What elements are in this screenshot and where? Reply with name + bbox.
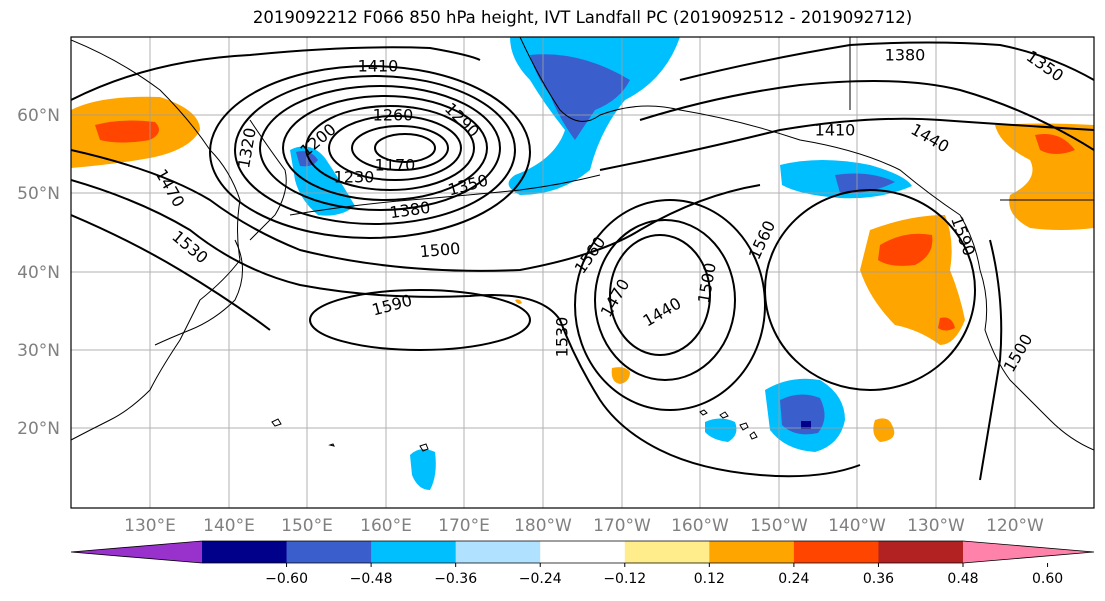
pacific-islands [271,418,429,452]
colorbar-segment [793,541,879,563]
colorbar-tick-label: 0.24 [778,571,809,587]
latitude-label: 60°N [17,106,60,126]
colorbar-tick-label: −0.48 [350,571,393,587]
contour-line [764,189,976,391]
longitude-axis: 130°E 140°E 150°E 160°E 170°E 180°W 170°… [124,516,1044,536]
colorbar-max-extension [963,541,1094,563]
longitude-label: 130°E [124,516,176,536]
latitude-label: 20°N [17,419,60,439]
contour-line [71,149,761,272]
colorbar-segment [455,541,541,563]
map-frame [70,36,1095,509]
contour-line [351,125,449,171]
height-contours [71,41,1094,481]
map-gridlines [71,37,1094,508]
latitude-label: 50°N [17,184,60,204]
contour-label: 1230 [334,168,375,187]
colorbar-tick-label: −0.12 [603,571,646,587]
asia-coastline [71,39,241,441]
contour-line [234,75,516,225]
colorbar-tick-label: 0.36 [863,571,894,587]
longitude-label: 170°W [593,516,651,536]
contour-line [71,214,271,331]
longitude-label: 140°E [203,516,255,536]
contour-label: 1380 [885,46,926,65]
contour-label: 1410 [815,121,856,140]
colorbar-tick-label: 0.12 [694,571,725,587]
contour-line [309,289,531,351]
colorbar-tick-label: 0.60 [1032,571,1063,587]
longitude-label: 160°W [671,516,729,536]
contour-line [574,199,766,411]
ivt-positive-core [878,233,933,266]
colorbar-segment [624,541,710,563]
colorbar: −0.60 −0.48 −0.36 −0.24 −0.12 0.12 0.24 0.36 0.4… [70,540,1095,587]
ivt-negative-region [410,449,436,490]
colorbar-tick-label: −0.60 [265,571,308,587]
colorbar-tick-label: −0.36 [434,571,477,587]
latitude-label: 40°N [17,263,60,283]
kamchatka-coastline [249,119,287,241]
ivt-negative-core [780,394,825,435]
longitude-label: 160°E [360,516,412,536]
contour-line [71,46,481,101]
colorbar-segment [878,541,964,563]
japan-coastline [154,239,243,346]
longitude-label: 120°W [986,516,1044,536]
ivt-positive-region [515,299,522,304]
ivt-positive-region [611,367,630,384]
ivt-negative-core [835,173,895,194]
contour-label: 1260 [373,106,414,125]
colorbar-tick-label: 0.48 [947,571,978,587]
contour-line [209,65,531,239]
longitude-label: 140°W [828,516,886,536]
ivt-positive-core [1035,134,1075,154]
contour-line [609,234,711,356]
longitude-label: 180°W [514,516,572,536]
longitude-label: 130°W [907,516,965,536]
contour-line [599,117,1094,171]
contour-label: 1170 [375,156,416,175]
latitude-label: 30°N [17,341,60,361]
colorbar-segment [540,541,626,563]
longitude-label: 150°E [281,516,333,536]
ivt-negative-extreme [801,421,811,429]
contour-line [71,179,861,478]
contour-label: 1410 [358,57,399,76]
ivt-negative-core [530,54,630,140]
alaska-coastline [519,37,961,216]
contour-line [259,85,501,211]
ivt-positive-core [938,317,955,331]
colorbar-min-extension [71,541,202,563]
north-america-coastline [959,214,1094,451]
ivt-negative-region [705,418,737,442]
contour-line [305,105,475,191]
colorbar-segment [709,541,795,563]
contour-label: 1530 [553,317,572,358]
contour-line [639,80,1094,151]
contour-line [328,115,462,181]
contour-line [282,95,488,201]
contour-line [679,41,1094,81]
map-title: 2019092212 F066 850 hPa height, IVT Land… [252,8,913,27]
contour-line [594,219,736,381]
colorbar-tick-label: −0.24 [519,571,562,587]
contour-line [979,239,1003,481]
longitude-label: 150°W [750,516,808,536]
ivt-positive-region [873,418,895,442]
longitude-label: 170°E [438,516,490,536]
colorbar-segment [286,541,372,563]
contour-label: 1500 [419,239,461,261]
colorbar-outline [70,540,1095,564]
colorbar-segment [202,541,288,563]
ivt-positive-core [95,120,159,143]
latitude-axis: 60°N 50°N 40°N 30°N 20°N [17,106,60,439]
colorbar-segment [371,541,457,563]
contour-line [374,133,436,163]
hawaii-islands [699,409,758,440]
